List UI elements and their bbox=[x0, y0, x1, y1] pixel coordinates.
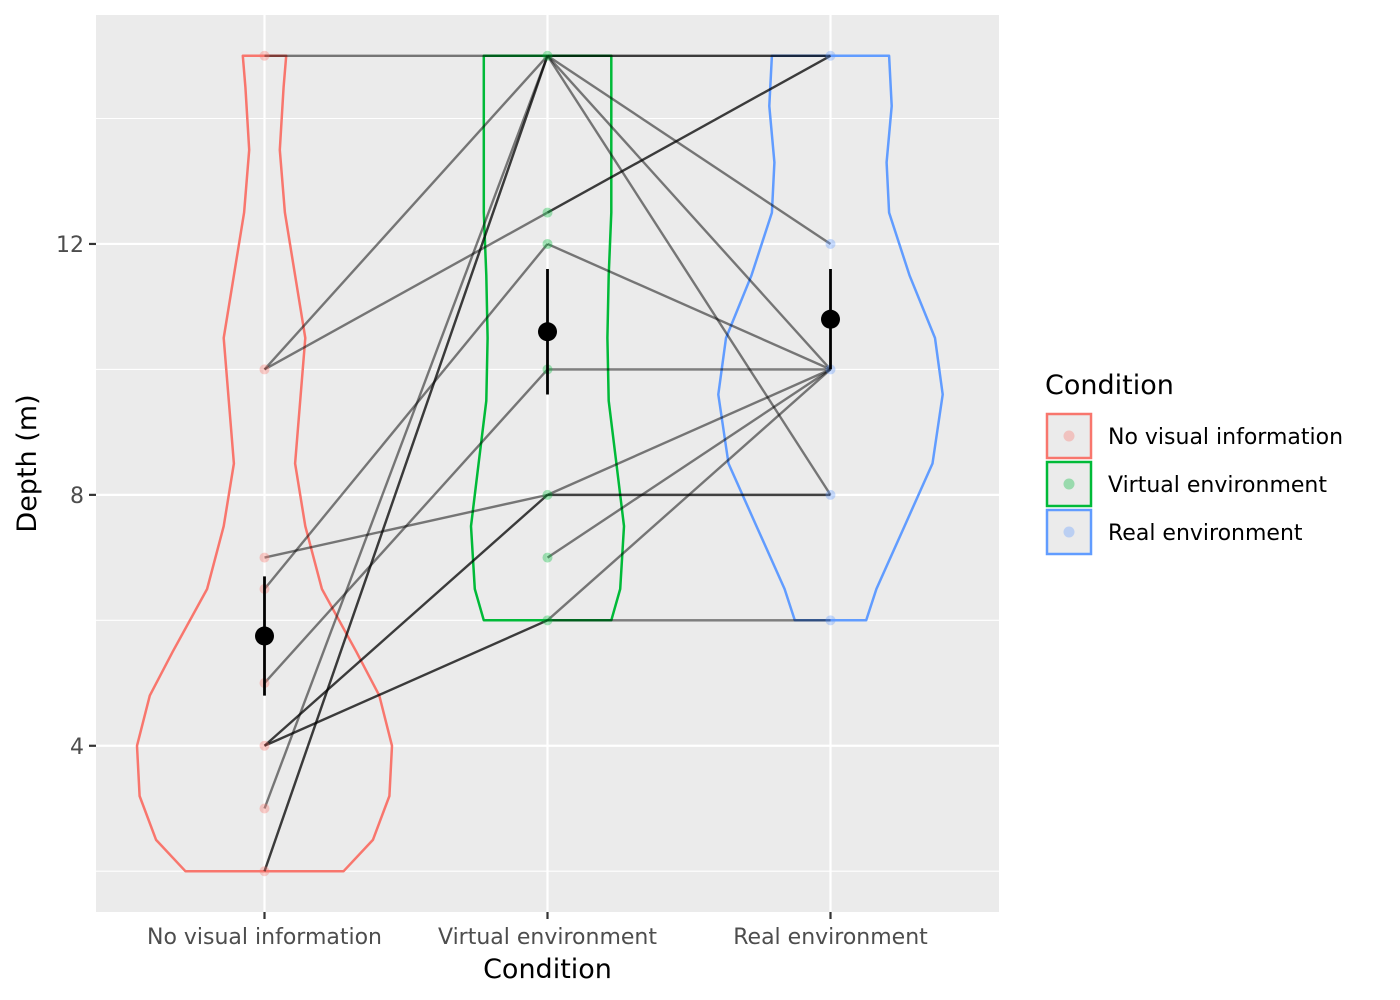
paired-line bbox=[263, 243, 549, 590]
paired-line bbox=[547, 368, 831, 496]
legend-key-0 bbox=[1045, 412, 1093, 460]
paired-line bbox=[263, 54, 549, 371]
data-point bbox=[542, 207, 553, 218]
y-tick-label: 12 bbox=[56, 233, 84, 258]
mean-point bbox=[821, 309, 840, 329]
legend-key-1 bbox=[1045, 460, 1093, 508]
data-point bbox=[259, 740, 270, 751]
data-point bbox=[542, 615, 553, 626]
y-axis-title: Depth (m) bbox=[12, 394, 43, 532]
data-point bbox=[259, 866, 270, 877]
data-point bbox=[542, 50, 553, 61]
legend-title: Condition bbox=[1045, 370, 1174, 401]
x-tick-label: Virtual environment bbox=[438, 925, 657, 950]
paired-line bbox=[263, 55, 549, 809]
paired-line bbox=[263, 493, 549, 747]
mean-point bbox=[255, 626, 274, 646]
paired-line bbox=[546, 54, 832, 245]
legend-key-point bbox=[1063, 526, 1075, 538]
paired-line bbox=[546, 368, 832, 559]
data-point bbox=[259, 803, 270, 814]
x-axis-title: Condition bbox=[483, 954, 612, 985]
data-point bbox=[825, 238, 836, 249]
x-tick-label: Real environment bbox=[733, 925, 928, 950]
x-tick-label: No visual information bbox=[147, 925, 382, 950]
legend-key-2 bbox=[1045, 508, 1093, 556]
legend-label-2: Real environment bbox=[1108, 521, 1303, 546]
paired-line bbox=[546, 54, 832, 214]
legend-key-point bbox=[1063, 430, 1075, 442]
data-point bbox=[259, 552, 270, 563]
violin-0 bbox=[135, 54, 394, 873]
data-point bbox=[259, 50, 270, 61]
mean-summary bbox=[255, 269, 840, 696]
axes: 4 8 12 No visual information Virtual environ… bbox=[56, 233, 928, 950]
data-point bbox=[825, 50, 836, 61]
legend: Condition No visual information Virtual e… bbox=[1045, 370, 1343, 556]
data-point bbox=[825, 615, 836, 626]
paired-line bbox=[546, 368, 832, 622]
y-tick-label: 4 bbox=[70, 735, 84, 760]
paired-line bbox=[263, 368, 549, 684]
mean-point bbox=[538, 322, 557, 342]
paired-line bbox=[263, 211, 549, 371]
data-point bbox=[542, 238, 553, 249]
legend-key-point bbox=[1063, 478, 1075, 490]
paired-line bbox=[547, 242, 831, 371]
data-point bbox=[542, 489, 553, 500]
paired-line bbox=[264, 619, 548, 747]
legend-label-0: No visual information bbox=[1108, 425, 1343, 450]
data-point bbox=[825, 489, 836, 500]
legend-label-1: Virtual environment bbox=[1108, 473, 1327, 498]
data-point bbox=[259, 364, 270, 375]
paired-line bbox=[546, 54, 832, 371]
paired-line bbox=[546, 55, 832, 496]
data-points bbox=[259, 50, 836, 877]
y-tick-label: 8 bbox=[70, 484, 84, 509]
paired-line bbox=[263, 55, 549, 872]
paired-lines bbox=[263, 54, 832, 872]
data-point bbox=[542, 552, 553, 563]
legend-keys: No visual information Virtual environment… bbox=[1045, 412, 1343, 556]
